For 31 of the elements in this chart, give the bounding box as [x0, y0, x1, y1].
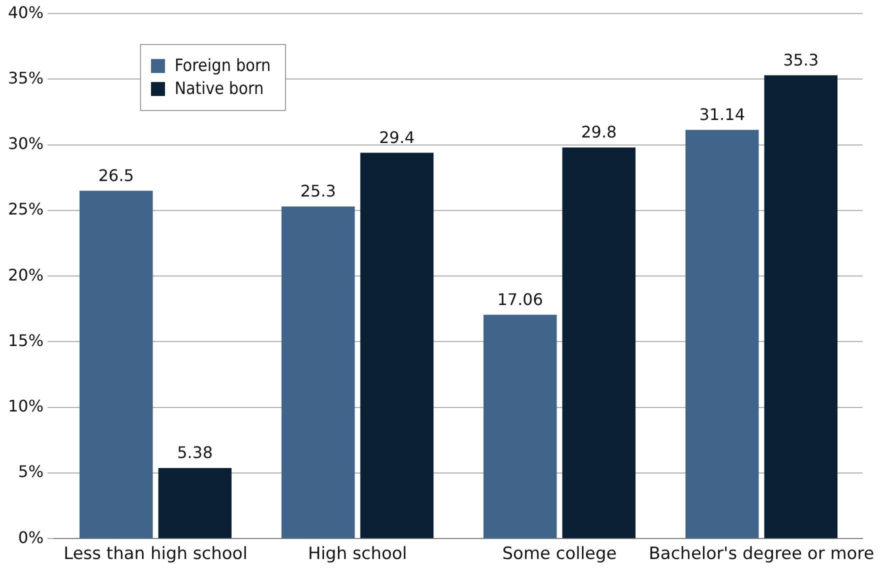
bar — [483, 314, 557, 538]
bar — [562, 147, 636, 538]
bar — [764, 75, 838, 538]
data-label: 17.06 — [497, 290, 544, 309]
data-label: 31.14 — [699, 105, 746, 124]
bar — [80, 190, 153, 538]
legend-label: Native born — [174, 78, 264, 99]
y-tick-label: 5% — [18, 462, 44, 482]
data-label: 26.5 — [98, 166, 134, 185]
y-tick-label: 40% — [8, 2, 44, 22]
bar — [685, 130, 759, 538]
data-label: 29.4 — [379, 128, 415, 147]
data-label: 25.3 — [300, 182, 336, 201]
bar — [360, 152, 434, 538]
y-tick-label: 20% — [8, 265, 44, 284]
legend-label: Foreign born — [174, 56, 271, 76]
x-tick-label: Some college — [502, 544, 617, 564]
y-tick-label: 0% — [18, 528, 44, 547]
data-label: 5.38 — [177, 443, 213, 462]
y-tick-label: 35% — [8, 68, 44, 88]
bar — [158, 468, 232, 538]
x-tick-label: High school — [308, 544, 408, 564]
x-tick-label: Less than high school — [64, 544, 248, 564]
data-label: 35.3 — [783, 50, 819, 70]
bar — [282, 206, 355, 538]
y-tick-label: 30% — [8, 134, 44, 154]
y-tick-label: 15% — [8, 330, 44, 350]
x-tick-label: Bachelor's degree or more — [648, 544, 874, 564]
y-tick-label: 10% — [8, 396, 44, 416]
y-tick-label: 25% — [8, 200, 44, 219]
data-label: 29.8 — [581, 122, 617, 142]
